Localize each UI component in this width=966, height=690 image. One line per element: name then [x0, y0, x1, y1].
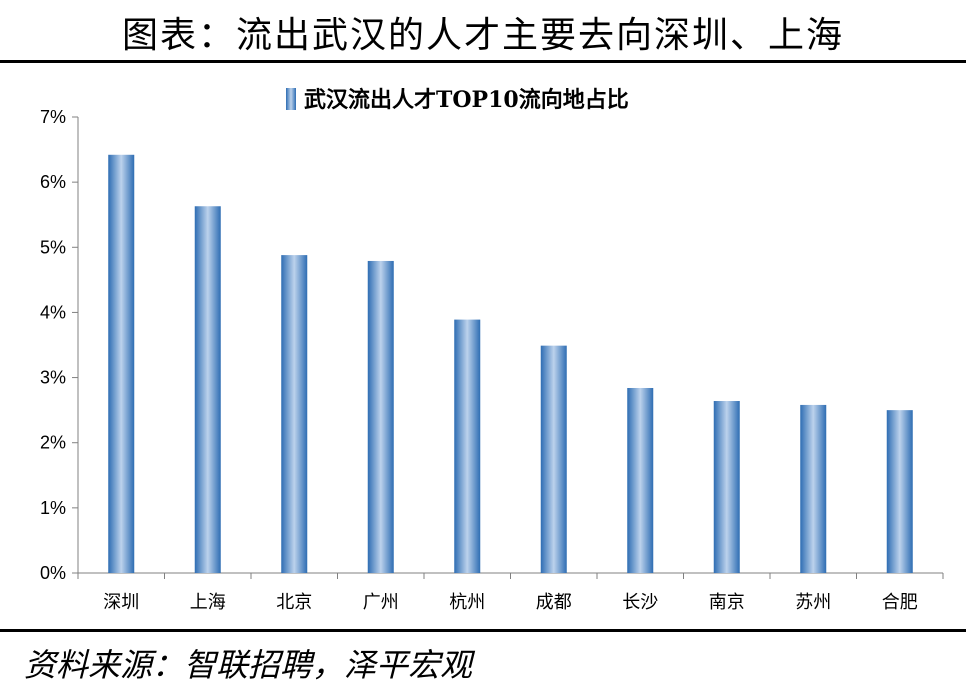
footer-divider — [0, 629, 966, 632]
source-note: 资料来源：智联招聘，泽平宏观 — [24, 646, 473, 684]
bar-3 — [367, 260, 394, 573]
chart-legend: 武汉流出人才TOP10流向地占比 — [286, 87, 629, 113]
y-tick-label: 2% — [40, 433, 66, 453]
x-tick-label: 苏州 — [795, 592, 831, 613]
bar-5 — [540, 345, 567, 573]
legend-swatch — [286, 88, 296, 110]
bar-1 — [194, 206, 221, 573]
x-tick-label: 北京 — [276, 592, 312, 613]
y-tick-label: 5% — [40, 237, 66, 257]
title-divider — [0, 60, 966, 63]
x-tick-label: 成都 — [536, 592, 572, 613]
bar-0 — [108, 154, 135, 573]
y-tick-label: 0% — [40, 563, 66, 583]
x-tick-label: 南京 — [709, 592, 745, 613]
y-tick-label: 3% — [40, 368, 66, 388]
bar-chart: 武汉流出人才TOP10流向地占比 0% 1% 2% 3% 4% 5% 6% 7% 深圳 上海 北京 广… — [40, 87, 944, 613]
x-tick-label: 上海 — [190, 592, 226, 613]
bar-9 — [886, 410, 913, 573]
x-tick-label: 深圳 — [103, 592, 139, 613]
page-title: 图表：流出武汉的人才主要去向深圳、上海 — [121, 15, 844, 56]
bar-4 — [454, 319, 481, 573]
x-tick-label: 广州 — [363, 592, 399, 613]
bar-8 — [800, 404, 827, 573]
legend-label: 武汉流出人才TOP10流向地占比 — [304, 87, 629, 113]
y-tick-label: 6% — [40, 172, 66, 192]
x-tick-label: 杭州 — [449, 592, 485, 613]
x-tick-label: 合肥 — [882, 592, 918, 613]
bar-6 — [627, 387, 654, 573]
y-tick-label: 4% — [40, 302, 66, 322]
y-tick-label: 7% — [40, 107, 66, 127]
bar-7 — [713, 401, 740, 573]
bar-2 — [281, 255, 308, 574]
x-tick-label: 长沙 — [622, 592, 658, 613]
y-tick-label: 1% — [40, 498, 66, 518]
